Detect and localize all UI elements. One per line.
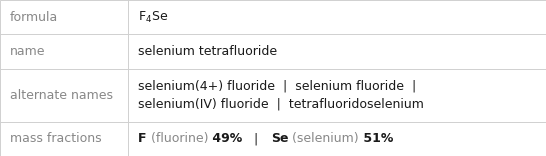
Text: 51%: 51% [359,132,393,145]
Text: 49%: 49% [208,132,242,145]
Text: (fluorine): (fluorine) [147,132,208,145]
Text: |: | [242,132,271,145]
Text: selenium(4+) fluoride  |  selenium fluoride  |
selenium(IV) fluoride  |  tetrafl: selenium(4+) fluoride | selenium fluorid… [138,80,424,111]
Text: mass fractions: mass fractions [10,132,102,145]
Text: alternate names: alternate names [10,89,113,102]
Text: $\mathrm{F_4Se}$: $\mathrm{F_4Se}$ [138,10,168,25]
Text: selenium tetrafluoride: selenium tetrafluoride [138,45,277,58]
Text: Se: Se [271,132,288,145]
Text: F: F [138,132,147,145]
Text: formula: formula [10,11,58,24]
Text: (selenium): (selenium) [288,132,359,145]
Text: name: name [10,45,45,58]
